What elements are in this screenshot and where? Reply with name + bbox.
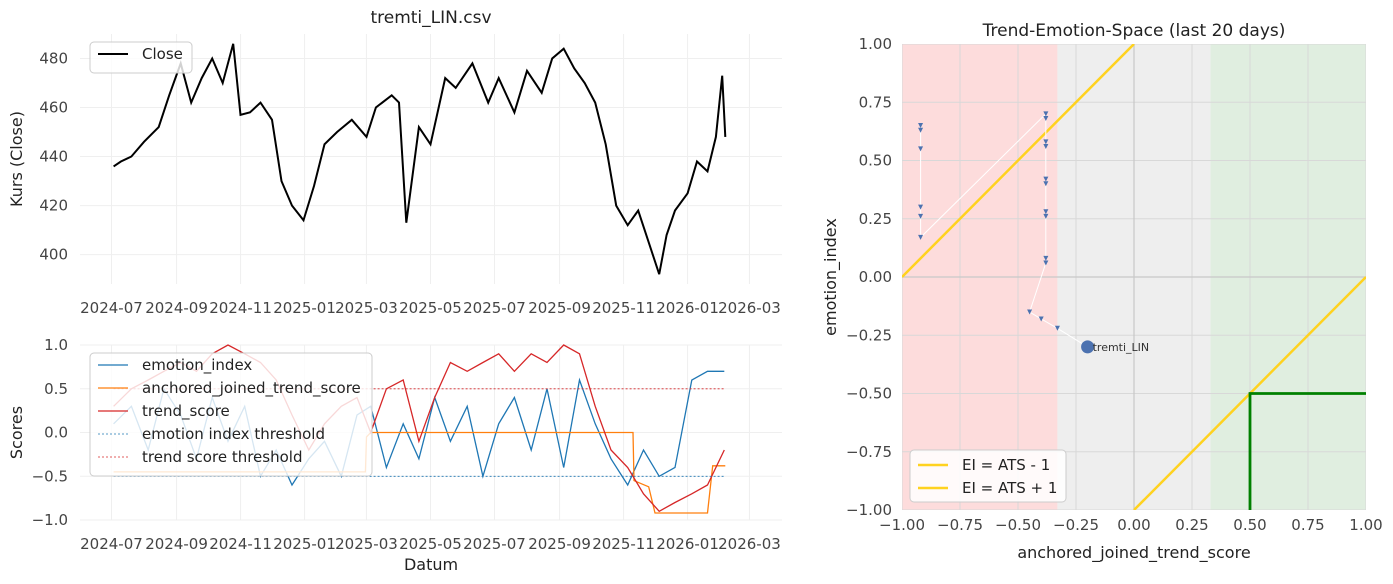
reference-line	[902, 44, 1135, 278]
y-tick-label: −0.75	[846, 443, 892, 461]
trail-point	[918, 127, 924, 133]
trail-point	[918, 234, 924, 240]
y-tick-label: 420	[39, 197, 68, 215]
trail-point	[1038, 316, 1044, 322]
x-tick-label: −0.25	[1053, 516, 1099, 534]
trail-point	[1043, 116, 1049, 122]
y-tick-label: 440	[39, 148, 68, 166]
x-tick-label: 0.50	[1233, 516, 1266, 534]
x-tick-label: 1.00	[1349, 516, 1382, 534]
y-tick-label: 0.0	[44, 424, 68, 442]
y-tick-label: −0.25	[846, 326, 892, 344]
y-tick-label: 0.75	[859, 93, 892, 111]
x-tick-label: 2024-09	[145, 535, 208, 553]
x-tick-label: 2024-07	[80, 535, 143, 553]
x-tick-label: 2025-07	[463, 299, 526, 317]
x-tick-label: 2024-07	[80, 299, 143, 317]
x-tick-label: −0.75	[937, 516, 983, 534]
x-tick-label: 2025-11	[592, 535, 655, 553]
y-axis-label: Kurs (Close)	[7, 111, 26, 207]
trail-point	[1027, 309, 1033, 315]
y-tick-label: 0.5	[44, 380, 68, 398]
x-tick-label: 0.00	[1117, 516, 1150, 534]
series-line	[113, 43, 727, 275]
trail-point	[918, 123, 924, 129]
y-tick-label: 480	[39, 50, 68, 68]
y-tick-label: 0.25	[859, 210, 892, 228]
x-tick-label: 2026-01	[656, 535, 719, 553]
y-tick-label: 460	[39, 99, 68, 117]
x-axis-label: Datum	[404, 555, 458, 574]
x-tick-label: 0.25	[1175, 516, 1208, 534]
x-tick-label: 2025-11	[592, 299, 655, 317]
y-tick-label: 0.00	[859, 268, 892, 286]
trail-point	[1043, 209, 1049, 215]
trail-point	[1043, 260, 1049, 266]
price-chart: 2024-07 2024-09 2024-11 2025-01 2025-03 2025-…	[7, 8, 782, 317]
legend-label: EI = ATS + 1	[962, 479, 1057, 497]
x-tick-label: 2025-09	[528, 535, 591, 553]
x-tick-label: 0.75	[1291, 516, 1324, 534]
x-tick-label: 2026-03	[718, 535, 781, 553]
trail-point	[918, 146, 924, 152]
x-tick-label: 2025-07	[463, 535, 526, 553]
y-tick-label: 0.50	[859, 152, 892, 170]
legend-label: emotion index threshold	[142, 425, 325, 443]
x-axis-label: anchored_joined_trend_score	[1017, 543, 1250, 563]
x-tick-label: 2025-05	[399, 535, 462, 553]
y-tick-label: −0.5	[32, 467, 68, 485]
trail-point	[1043, 181, 1049, 187]
x-tick-label: −1.00	[879, 516, 925, 534]
x-tick-label: 2025-03	[335, 299, 398, 317]
x-tick-label: 2024-11	[209, 535, 272, 553]
legend-label: emotion_index	[142, 356, 252, 375]
legend-label: trend score threshold	[142, 448, 302, 466]
trail-point	[1043, 255, 1049, 261]
x-tick-label: 2025-03	[335, 535, 398, 553]
target-zone-line	[1248, 392, 1366, 510]
x-tick-label: −0.50	[995, 516, 1041, 534]
x-tick-label: 2025-01	[273, 535, 336, 553]
y-tick-label: −0.50	[846, 385, 892, 403]
legend-box	[909, 449, 1067, 503]
trail-point	[1043, 144, 1049, 150]
x-tick-label: 2026-03	[718, 299, 781, 317]
current-point	[1081, 340, 1095, 354]
legend-label: trend_score	[142, 402, 230, 421]
y-axis-label: emotion_index	[821, 218, 841, 336]
x-tick-label: 2025-05	[399, 299, 462, 317]
y-tick-label: −1.00	[846, 501, 892, 519]
chart-title: tremti_LIN.csv	[370, 8, 491, 28]
x-tick-label: 2025-09	[528, 299, 591, 317]
trail-point	[1054, 325, 1060, 331]
y-tick-label: −1.0	[32, 511, 68, 529]
legend-label: anchored_joined_trend_score	[142, 379, 361, 398]
trail-point	[918, 204, 924, 210]
x-tick-label: 2025-01	[273, 299, 336, 317]
trend-emotion-chart: tremti_LIN −1.00 −0.75 −0.50 −0.25 0.00 0.25 0.…	[821, 21, 1383, 563]
trail-point	[1043, 139, 1049, 145]
trail-point	[1043, 111, 1049, 117]
y-tick-label: 1.00	[859, 35, 892, 53]
scores-chart: 2024-07 2024-09 2024-11 2025-01 2025-03 2025-…	[7, 336, 782, 574]
x-tick-label: 2024-09	[145, 299, 208, 317]
y-tick-label: 1.0	[44, 336, 68, 354]
legend-box	[89, 41, 193, 74]
point-annotation: tremti_LIN	[1093, 341, 1150, 354]
trail-point	[1043, 176, 1049, 182]
chart-title: Trend-Emotion-Space (last 20 days)	[982, 21, 1286, 41]
x-tick-label: 2026-01	[656, 299, 719, 317]
x-tick-label: 2024-11	[209, 299, 272, 317]
y-axis-label: Scores	[7, 406, 26, 459]
trail-point	[1043, 213, 1049, 219]
legend-label: EI = ATS - 1	[962, 456, 1050, 474]
legend-label: Close	[142, 45, 183, 63]
plot-area: tremti_LIN	[902, 44, 1366, 510]
series-line	[113, 344, 725, 513]
legend-box	[89, 352, 373, 477]
y-tick-label: 400	[39, 246, 68, 264]
trail-point	[918, 213, 924, 219]
